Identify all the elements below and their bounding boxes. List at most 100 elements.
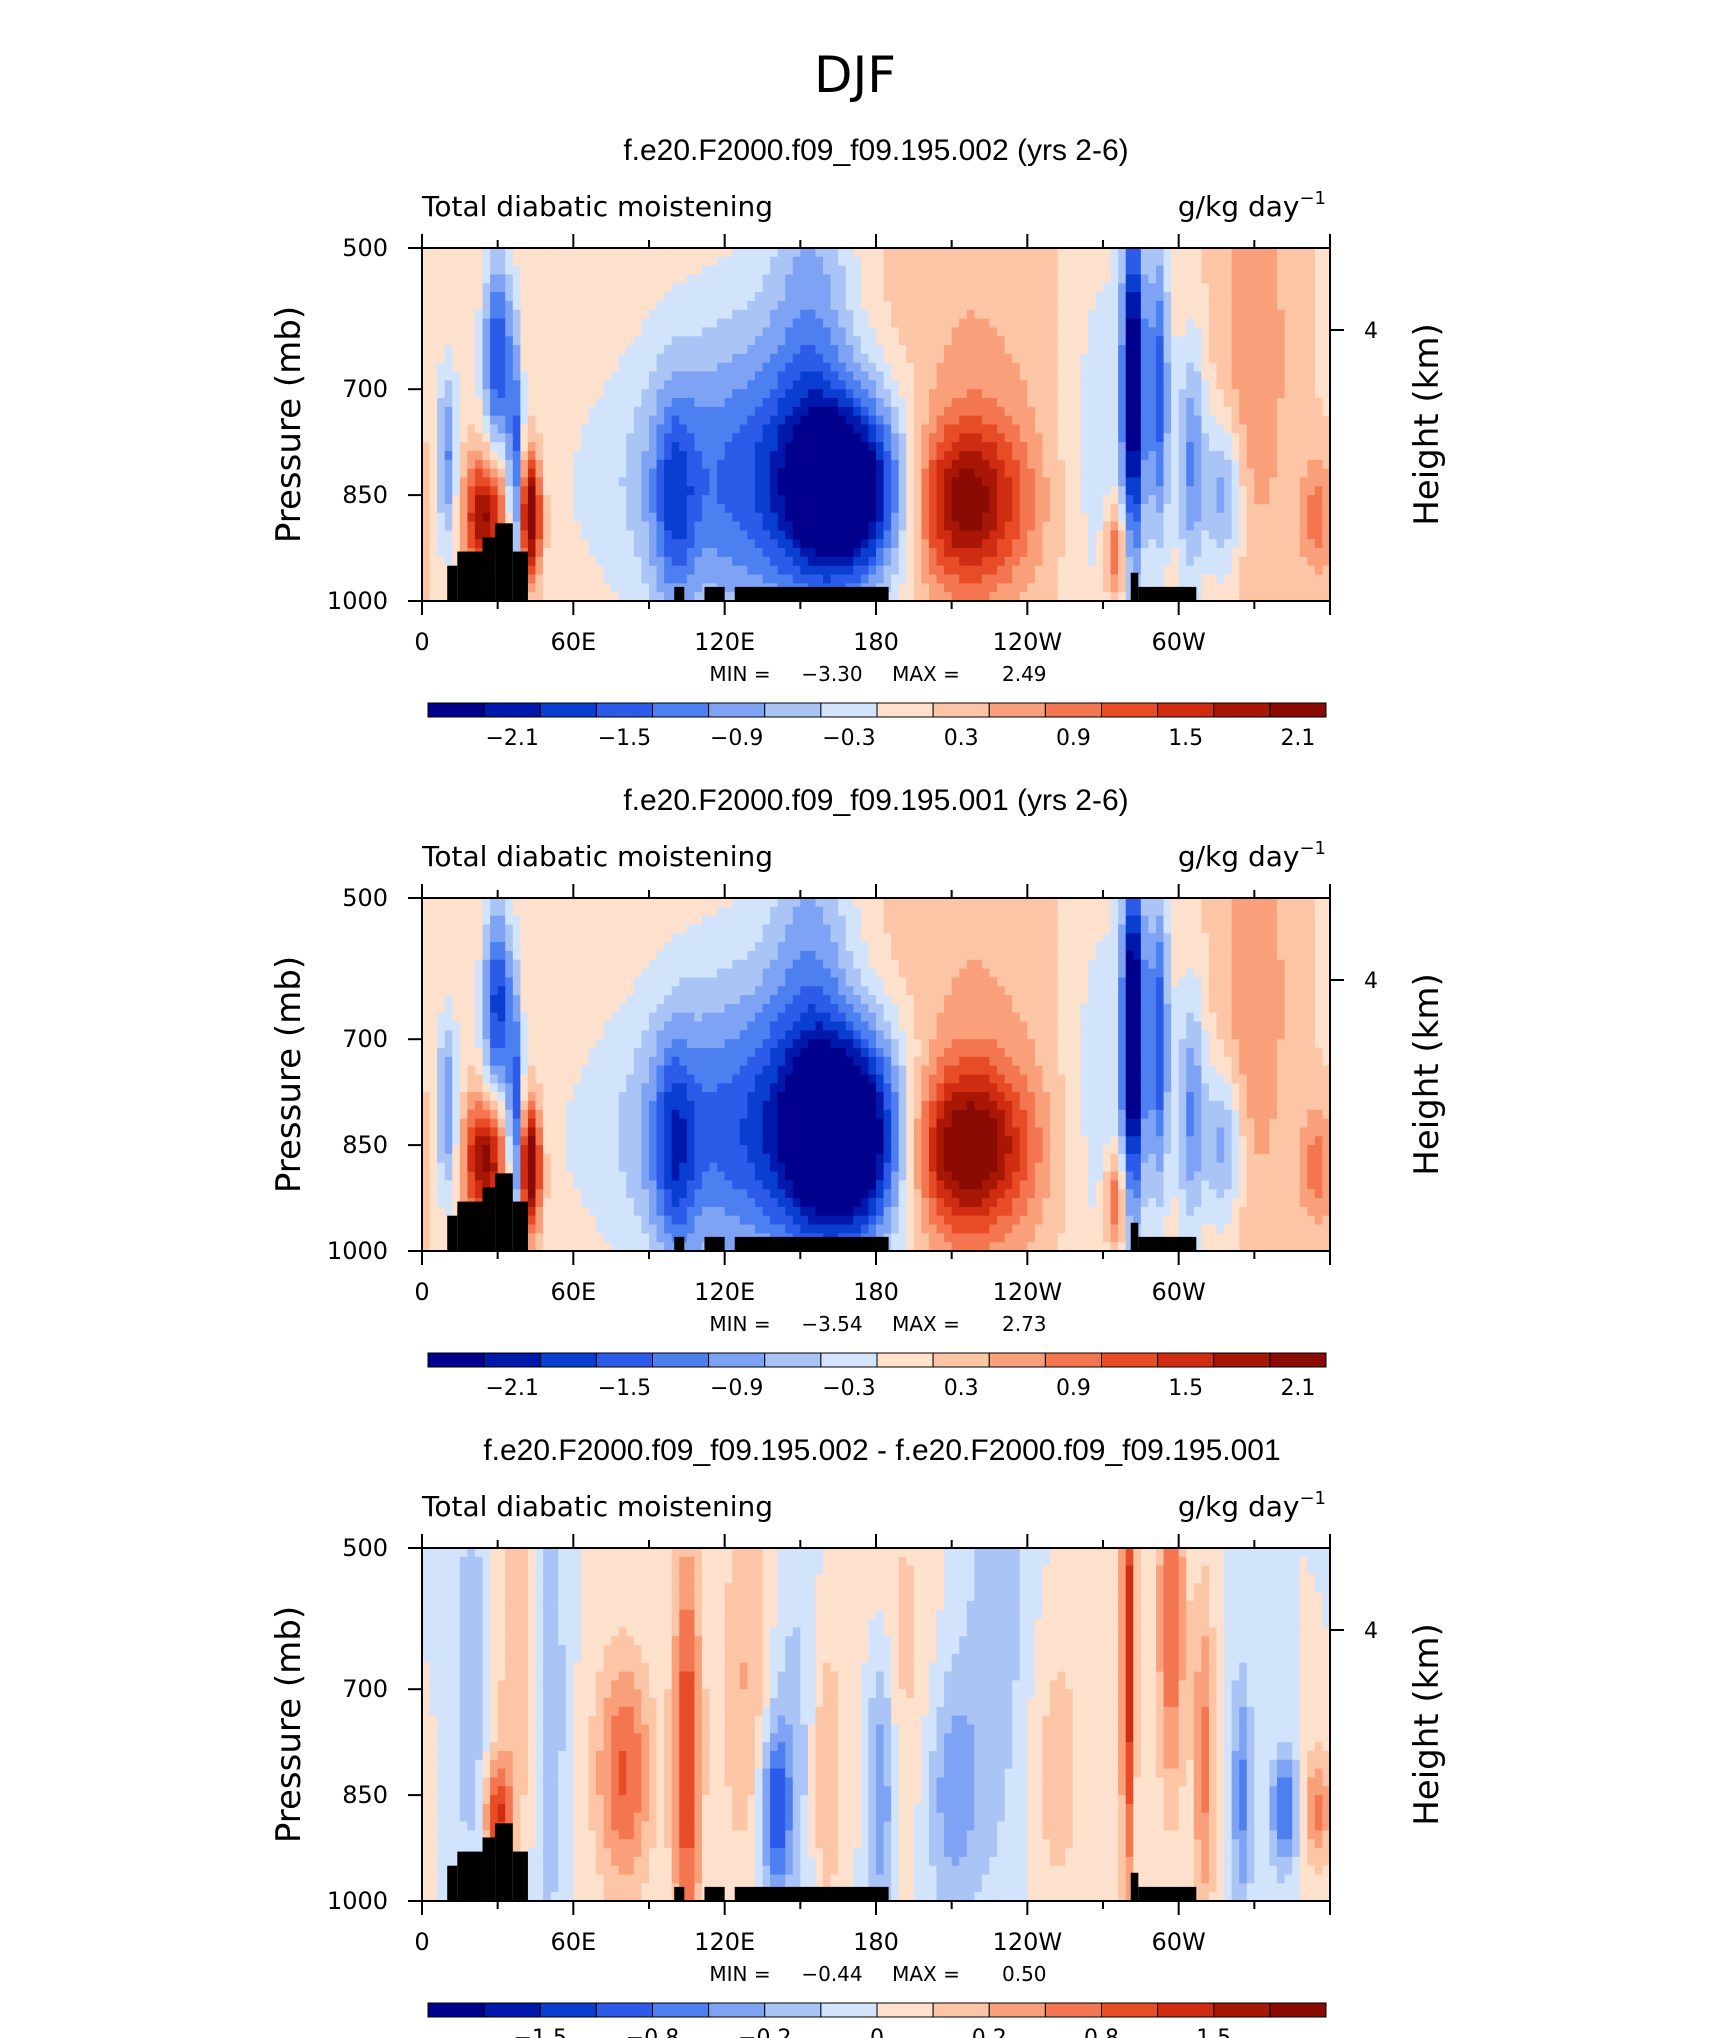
heatmap-cell: [1072, 495, 1081, 505]
heatmap-cell: [618, 283, 627, 293]
heatmap-cell: [422, 556, 431, 567]
heatmap-cell: [573, 309, 582, 320]
heatmap-cell: [656, 548, 665, 558]
heatmap-cell: [512, 539, 521, 549]
heatmap-cell: [1050, 503, 1059, 514]
heatmap-cell: [724, 345, 733, 355]
heatmap-cell: [1027, 300, 1036, 311]
heatmap-cell: [1178, 327, 1187, 337]
heatmap-cell: [709, 565, 718, 576]
heatmap-cell: [876, 415, 885, 426]
heatmap-cell: [649, 495, 658, 505]
heatmap-cell: [1050, 424, 1059, 434]
heatmap-cell: [459, 336, 468, 346]
heatmap-cell: [1322, 283, 1331, 293]
heatmap-cell: [1299, 548, 1308, 558]
heatmap-cell: [596, 283, 605, 293]
heatmap-cell: [1193, 309, 1202, 320]
heatmap-cell: [1171, 248, 1180, 258]
heatmap-cell: [1012, 450, 1021, 461]
heatmap-cell: [1314, 248, 1324, 258]
heatmap-cell: [883, 389, 892, 399]
heatmap-cell: [437, 565, 446, 576]
heatmap-cell: [732, 345, 741, 355]
heatmap-cell: [838, 433, 847, 443]
heatmap-cell: [444, 415, 453, 426]
heatmap-cell: [686, 406, 695, 417]
heatmap-cell: [989, 512, 998, 523]
heatmap-cell: [754, 556, 764, 567]
heatmap-cell: [512, 327, 521, 337]
heatmap-cell: [437, 380, 446, 390]
heatmap-cell: [898, 450, 907, 461]
heatmap-cell: [467, 248, 476, 258]
heatmap-cell: [1027, 468, 1036, 479]
heatmap-cell: [1299, 327, 1308, 337]
heatmap-cell: [876, 248, 885, 258]
heatmap-cell: [898, 292, 907, 302]
heatmap-cell: [853, 283, 862, 293]
heatmap-cell: [951, 283, 960, 293]
heatmap-cell: [1322, 433, 1331, 443]
heatmap-cell: [611, 256, 620, 267]
heatmap-cell: [823, 450, 832, 461]
heatmap-cell: [823, 336, 832, 346]
heatmap-cell: [891, 503, 900, 514]
heatmap-cell: [679, 389, 688, 399]
heatmap-cell: [641, 256, 650, 267]
heatmap-cell: [762, 556, 771, 567]
heatmap-cell: [913, 283, 922, 293]
heatmap-cell: [1080, 362, 1089, 373]
heatmap-cell: [490, 442, 499, 452]
heatmap-cell: [1019, 574, 1028, 584]
heatmap-cell: [913, 371, 922, 381]
heatmap-cell: [807, 353, 817, 364]
heatmap-cell: [1140, 565, 1149, 576]
heatmap-cell: [898, 442, 907, 452]
heatmap-cell: [437, 327, 446, 337]
heatmap-cell: [1246, 309, 1255, 320]
heatmap-cell: [1178, 574, 1187, 584]
heatmap-cell: [596, 353, 605, 364]
heatmap-cell: [928, 318, 938, 329]
heatmap-cell: [573, 415, 582, 426]
heatmap-cell: [573, 486, 582, 496]
heatmap-cell: [944, 512, 953, 523]
heatmap-cell: [974, 406, 983, 417]
heatmap-cell: [1155, 565, 1165, 576]
heatmap-cell: [1019, 468, 1028, 479]
heatmap-cell: [580, 512, 590, 523]
heatmap-cell: [921, 327, 930, 337]
heatmap-cell: [838, 548, 847, 558]
heatmap-cell: [520, 521, 529, 531]
heatmap-cell: [1004, 380, 1013, 390]
heatmap-cell: [1208, 495, 1218, 505]
heatmap-cell: [1239, 248, 1248, 258]
heatmap-cell: [800, 468, 809, 479]
heatmap-cell: [1322, 309, 1331, 320]
heatmap-cell: [1239, 503, 1248, 514]
heatmap-cell: [732, 318, 741, 329]
heatmap-cell: [444, 459, 453, 470]
topography-block: [495, 523, 513, 601]
heatmap-cell: [1087, 512, 1097, 523]
heatmap-cell: [770, 292, 779, 302]
heatmap-cell: [649, 292, 658, 302]
heatmap-cell: [951, 406, 960, 417]
heatmap-cell: [951, 362, 960, 373]
heatmap-cell: [1186, 477, 1195, 487]
heatmap-cell: [1201, 539, 1210, 549]
heatmap-cell: [1034, 486, 1044, 496]
heatmap-cell: [459, 353, 468, 364]
heatmap-cell: [876, 389, 885, 399]
heatmap-cell: [959, 283, 968, 293]
heatmap-cell: [1057, 318, 1066, 329]
heatmap-cell: [1193, 283, 1202, 293]
heatmap-cell: [732, 433, 741, 443]
heatmap-cell: [815, 283, 824, 293]
heatmap-cell: [558, 265, 567, 276]
heatmap-cell: [611, 424, 620, 434]
heatmap-cell: [474, 389, 484, 399]
heatmap-cell: [656, 459, 665, 470]
heatmap-cell: [1027, 459, 1036, 470]
